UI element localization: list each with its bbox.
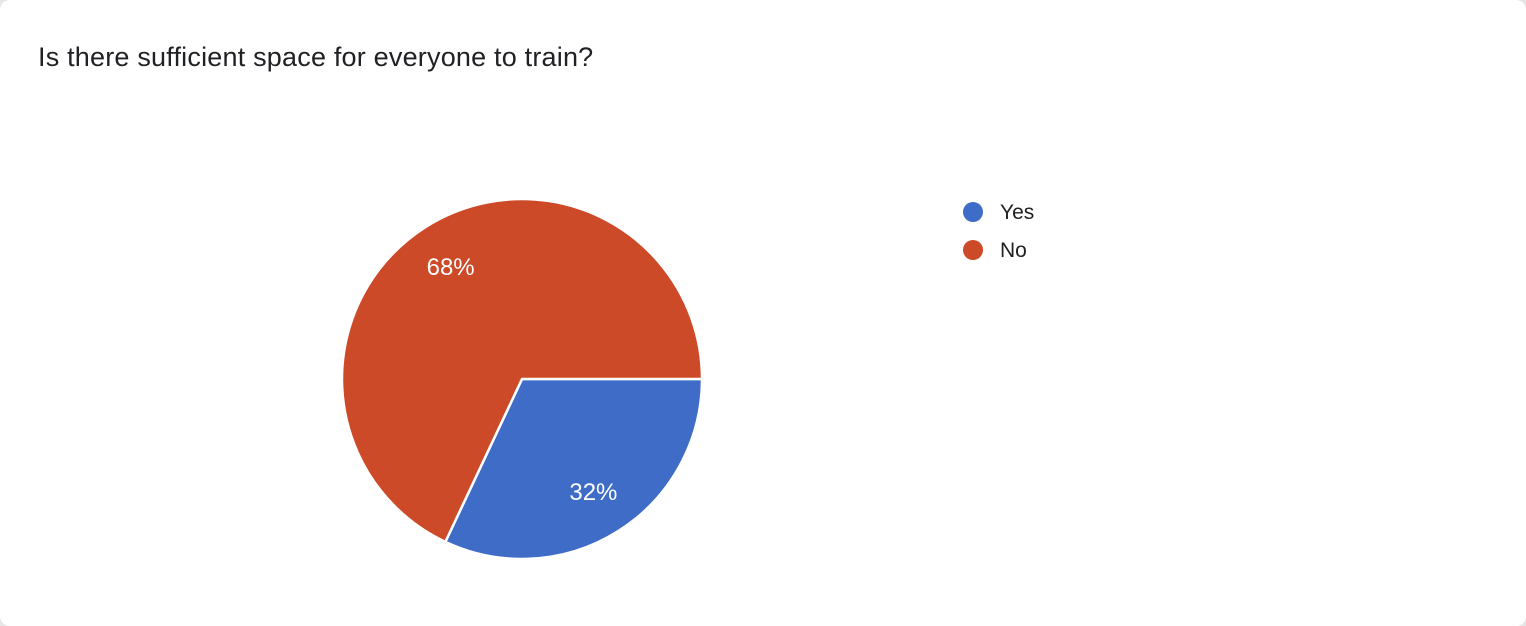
legend-label: No [1000, 238, 1027, 262]
legend-item-no: No [963, 231, 1034, 269]
legend-item-yes: Yes [963, 193, 1034, 231]
question-title: Is there sufficient space for everyone t… [38, 42, 594, 72]
legend: Yes No [963, 193, 1034, 269]
legend-label: Yes [1000, 200, 1035, 224]
legend-color-dot [963, 202, 983, 222]
legend-color-dot [963, 240, 983, 260]
pie-slice-no[interactable] [340, 197, 704, 544]
pie-slice-percent-label: 68% [427, 254, 475, 281]
pie-slice-yes[interactable] [444, 377, 704, 561]
pie-slice-percent-label: 32% [569, 479, 617, 506]
